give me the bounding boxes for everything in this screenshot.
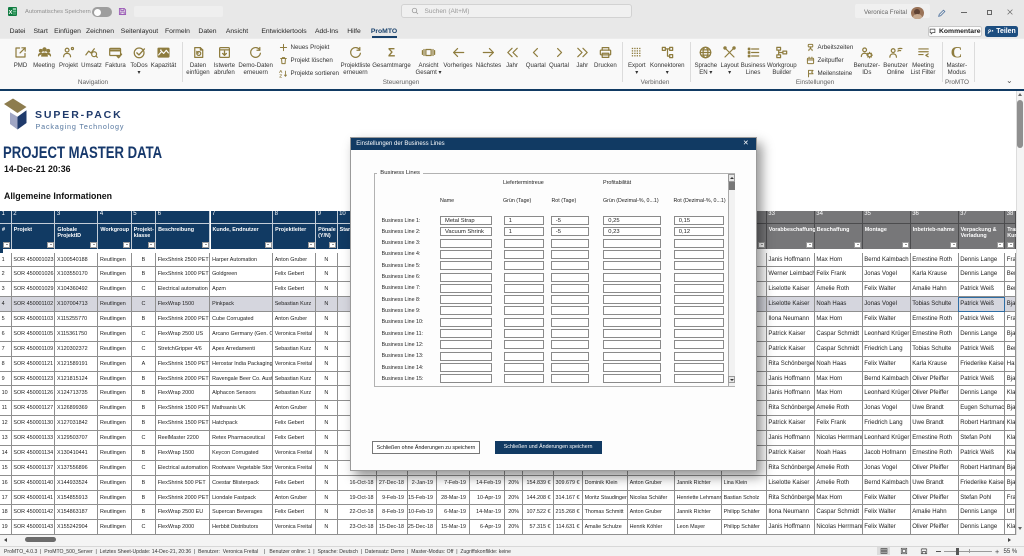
- svg-text:A: A: [279, 69, 283, 75]
- svg-text:C: C: [951, 45, 963, 60]
- svg-text:Z: Z: [279, 73, 282, 77]
- svg-text:Σ: Σ: [388, 45, 395, 59]
- svg-text:X: X: [9, 10, 13, 16]
